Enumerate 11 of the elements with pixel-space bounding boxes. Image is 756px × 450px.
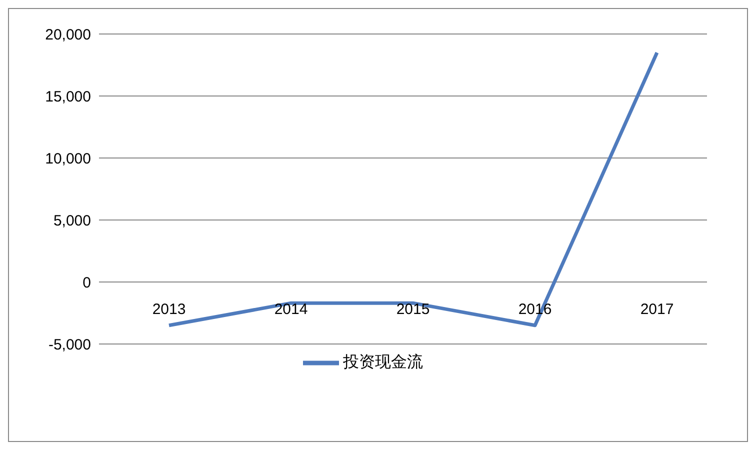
y-tick-label: 5,000: [53, 212, 91, 230]
y-tick-label: 20,000: [45, 26, 91, 44]
legend-label: 投资现金流: [343, 354, 423, 372]
y-tick-label: 15,000: [45, 88, 91, 106]
x-tick-label: 2017: [640, 301, 674, 318]
y-tick-label: 10,000: [45, 150, 91, 168]
y-tick-label: -5,000: [48, 336, 91, 354]
x-tick-label: 2013: [152, 301, 186, 318]
y-tick-label: 0: [82, 274, 91, 292]
x-tick-label: 2014: [274, 301, 308, 318]
x-tick-label: 2015: [396, 301, 430, 318]
